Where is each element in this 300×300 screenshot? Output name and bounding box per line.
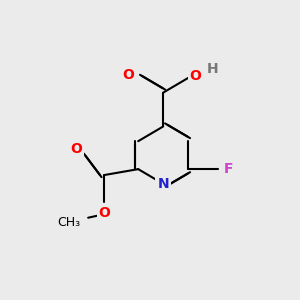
Text: O: O bbox=[98, 206, 110, 220]
Text: H: H bbox=[206, 62, 218, 76]
Text: O: O bbox=[122, 68, 134, 82]
Text: O: O bbox=[70, 142, 82, 155]
Text: O: O bbox=[190, 69, 202, 83]
Text: F: F bbox=[224, 162, 233, 176]
Text: N: N bbox=[158, 177, 169, 191]
Text: CH₃: CH₃ bbox=[58, 216, 81, 229]
